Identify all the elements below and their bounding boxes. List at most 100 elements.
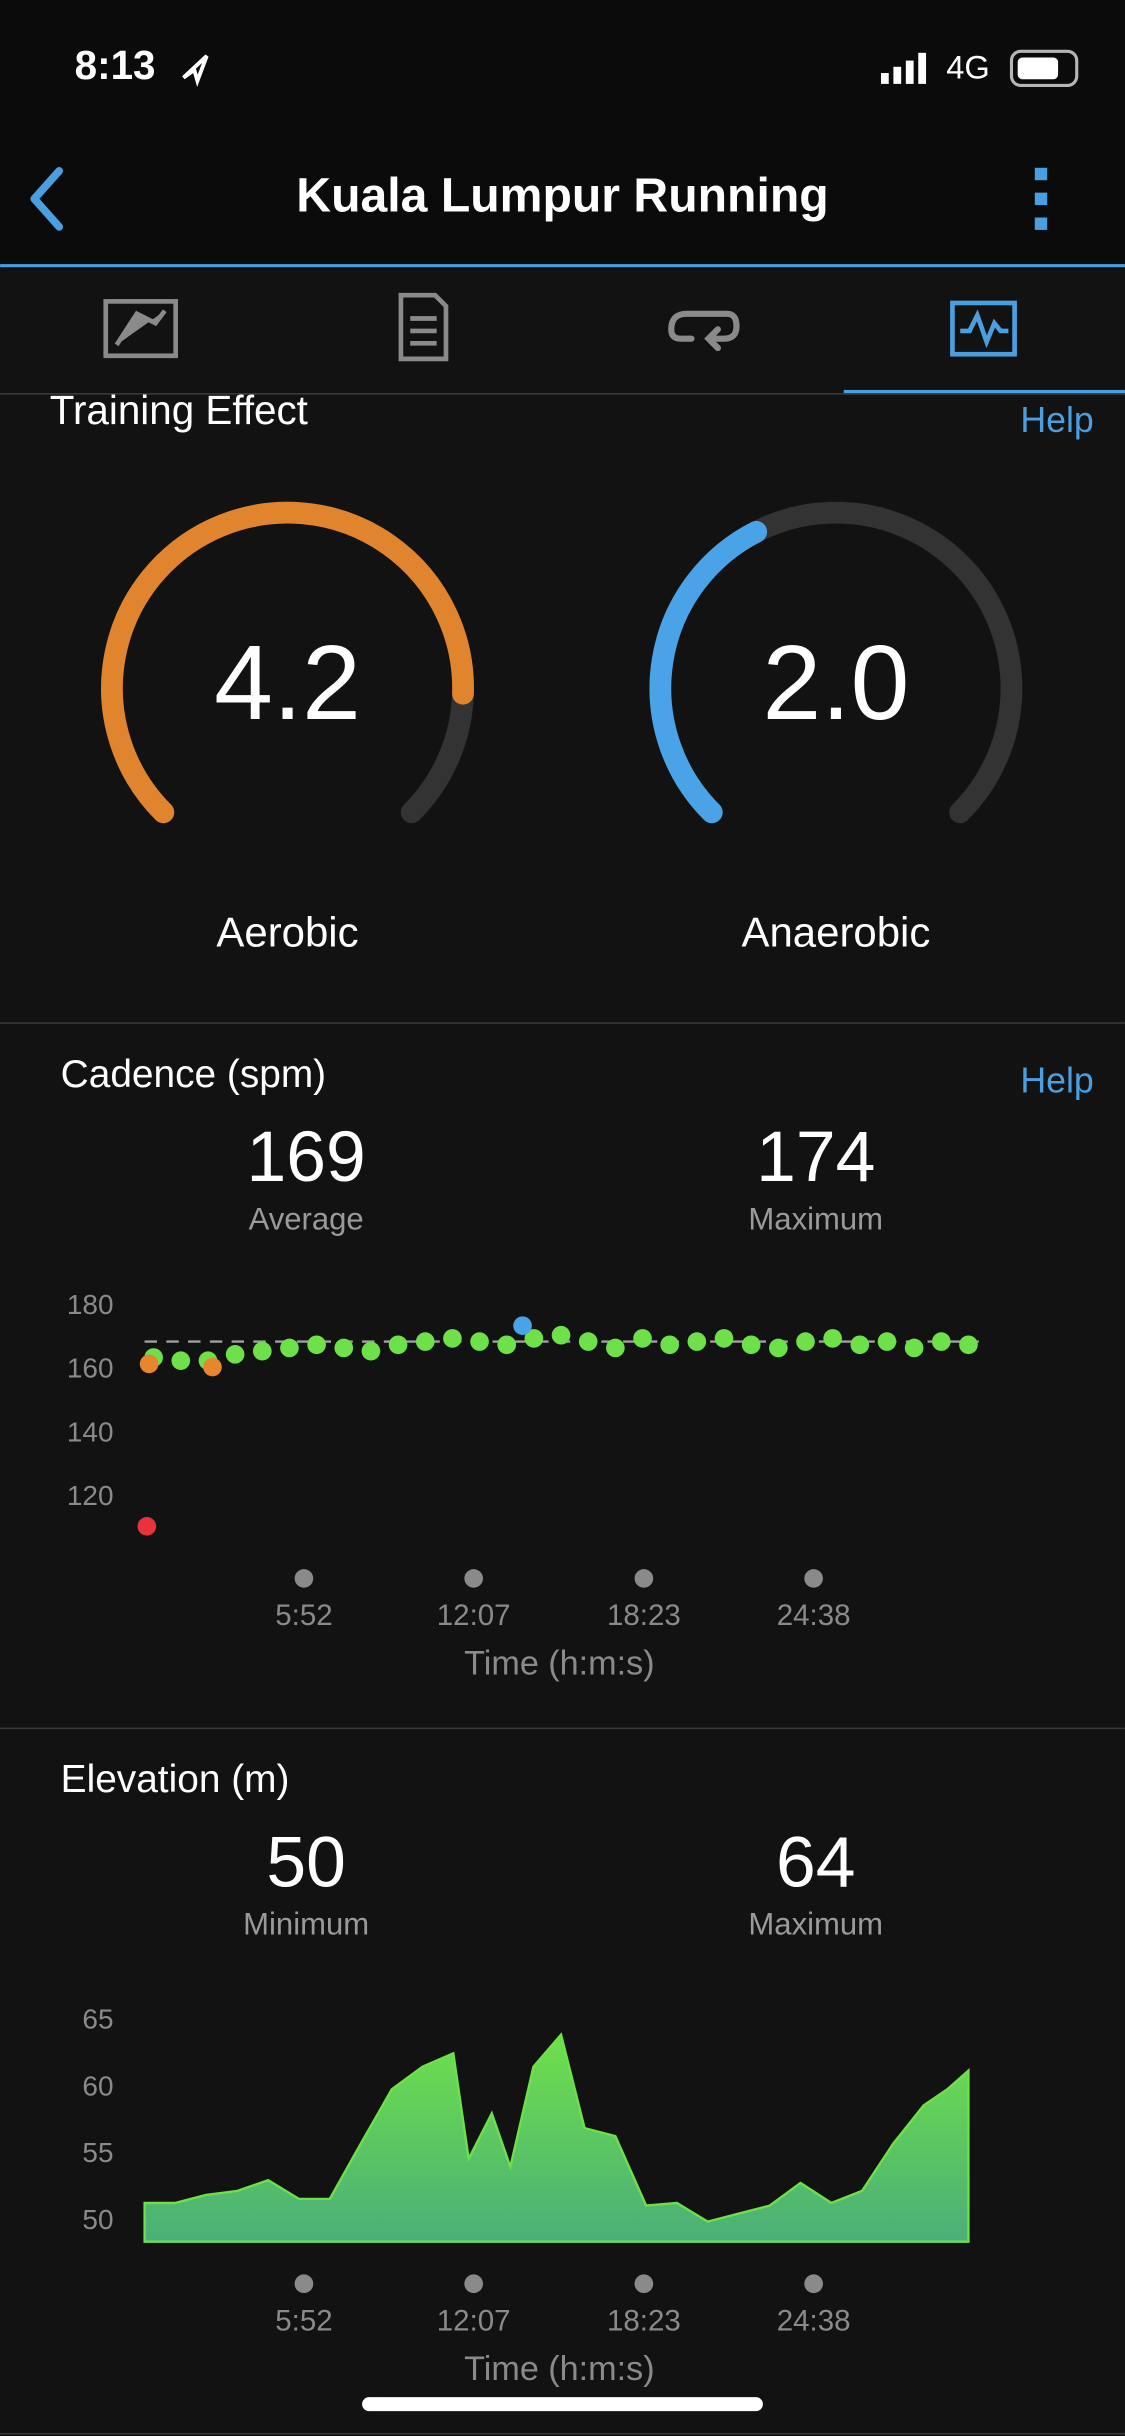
gauge-value: 2.0 bbox=[763, 624, 910, 742]
stat-value: 169 bbox=[247, 1117, 366, 1197]
battery-icon bbox=[1009, 49, 1079, 87]
x-tick-label: 12:07 bbox=[437, 2304, 511, 2337]
stat-label: Average bbox=[249, 1201, 364, 1236]
y-tick-label: 60 bbox=[82, 2070, 113, 2101]
tab-laps[interactable] bbox=[668, 310, 740, 352]
x-tick-mark bbox=[464, 1569, 484, 1588]
signal-icon bbox=[880, 52, 927, 84]
data-point bbox=[796, 1332, 815, 1351]
x-tick-mark bbox=[464, 2274, 484, 2294]
page-title: Kuala Lumpur Running bbox=[296, 169, 828, 223]
data-point bbox=[850, 1335, 870, 1355]
data-point bbox=[497, 1335, 517, 1355]
y-tick-label: 120 bbox=[67, 1480, 114, 1511]
tab-charts[interactable] bbox=[950, 300, 1017, 357]
data-point bbox=[524, 1329, 544, 1348]
gauge-label: Anaerobic bbox=[742, 908, 931, 955]
data-point bbox=[660, 1335, 680, 1355]
data-point bbox=[769, 1338, 788, 1358]
data-point bbox=[252, 1341, 272, 1361]
section-title: Elevation (m) bbox=[61, 1758, 290, 1801]
y-tick-label: 160 bbox=[67, 1353, 114, 1384]
top-bar bbox=[0, 0, 1125, 266]
x-tick-mark bbox=[804, 1569, 823, 1588]
x-tick-mark bbox=[804, 2274, 823, 2294]
tab-map[interactable] bbox=[103, 299, 178, 359]
data-point bbox=[633, 1329, 652, 1348]
data-point bbox=[714, 1329, 734, 1348]
stat-label: Maximum bbox=[748, 1201, 883, 1236]
gauge-value: 4.2 bbox=[214, 624, 361, 742]
data-point bbox=[307, 1335, 326, 1355]
stat-label: Minimum bbox=[243, 1907, 369, 1942]
data-point bbox=[741, 1335, 761, 1355]
stat-value: 50 bbox=[266, 1822, 345, 1902]
section-title: Training Effect bbox=[50, 387, 308, 433]
header-divider bbox=[0, 264, 1125, 268]
data-point bbox=[137, 1516, 157, 1536]
back-button[interactable] bbox=[30, 167, 64, 231]
gauge-label: Aerobic bbox=[216, 908, 358, 955]
section-divider bbox=[0, 1727, 1125, 1730]
data-point bbox=[203, 1357, 222, 1377]
data-point bbox=[470, 1332, 489, 1351]
data-point bbox=[415, 1332, 435, 1351]
data-point bbox=[171, 1351, 191, 1371]
stat-value: 174 bbox=[756, 1117, 875, 1197]
x-tick-label: 24:38 bbox=[777, 2304, 851, 2337]
gauge-arc bbox=[101, 501, 474, 824]
battery-level bbox=[1017, 57, 1059, 80]
x-tick-label: 12:07 bbox=[437, 1599, 511, 1632]
x-tick-label: 5:52 bbox=[275, 2304, 332, 2337]
data-point bbox=[877, 1332, 897, 1351]
data-point bbox=[280, 1338, 299, 1358]
data-point bbox=[959, 1335, 978, 1355]
location-icon bbox=[182, 54, 209, 87]
x-tick-label: 18:23 bbox=[607, 1599, 681, 1632]
data-point bbox=[388, 1335, 408, 1355]
x-axis-title: Time (h:m:s) bbox=[464, 1644, 654, 1682]
x-tick-label: 5:52 bbox=[275, 1599, 332, 1632]
status-time: 8:13 bbox=[75, 42, 156, 88]
x-tick-label: 18:23 bbox=[607, 2304, 681, 2337]
x-tick-mark bbox=[294, 2274, 314, 2294]
section-divider bbox=[0, 1022, 1125, 1024]
data-point bbox=[443, 1329, 462, 1348]
x-tick-mark bbox=[634, 2274, 654, 2294]
x-tick-mark bbox=[294, 1569, 314, 1588]
help-link[interactable]: Help bbox=[1020, 400, 1093, 440]
section-divider bbox=[0, 2432, 1125, 2435]
data-point bbox=[361, 1341, 381, 1361]
data-point bbox=[578, 1332, 598, 1351]
tab-indicator bbox=[843, 389, 1125, 395]
data-point bbox=[225, 1345, 245, 1364]
data-point bbox=[513, 1316, 532, 1335]
y-tick-label: 65 bbox=[82, 2004, 113, 2035]
tab-bar bbox=[0, 292, 1125, 395]
data-point bbox=[931, 1332, 951, 1351]
data-point bbox=[823, 1329, 842, 1348]
y-tick-label: 55 bbox=[82, 2137, 113, 2168]
stat-value: 64 bbox=[776, 1822, 855, 1902]
x-axis-title: Time (h:m:s) bbox=[464, 2350, 654, 2388]
y-tick-label: 140 bbox=[67, 1416, 114, 1447]
home-indicator bbox=[362, 2397, 763, 2412]
data-point bbox=[904, 1338, 924, 1358]
data-point bbox=[334, 1338, 354, 1358]
tab-details[interactable] bbox=[398, 292, 449, 362]
area bbox=[143, 2032, 970, 2243]
section-title: Cadence (spm) bbox=[61, 1053, 326, 1096]
more-menu[interactable] bbox=[1034, 167, 1048, 230]
x-tick-mark bbox=[634, 1569, 654, 1588]
data-point bbox=[606, 1338, 625, 1358]
network-label: 4G bbox=[946, 49, 990, 86]
data-point bbox=[139, 1354, 159, 1374]
gauge-arc bbox=[649, 520, 768, 824]
data-point bbox=[687, 1332, 707, 1351]
help-link[interactable]: Help bbox=[1020, 1060, 1093, 1100]
x-tick-label: 24:38 bbox=[777, 1599, 851, 1632]
data-point bbox=[551, 1325, 571, 1345]
